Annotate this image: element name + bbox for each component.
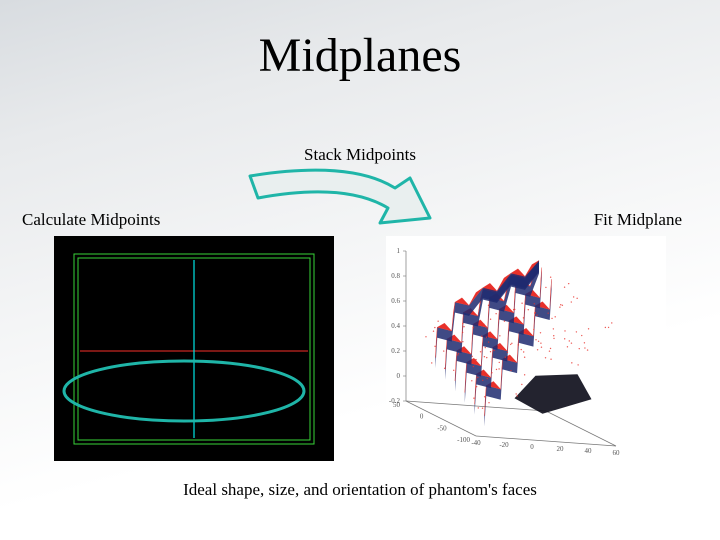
figure-calculate-midpoints (54, 236, 334, 461)
label-calculate-midpoints: Calculate Midpoints (22, 210, 160, 230)
svg-text:-20: -20 (499, 441, 509, 449)
svg-text:1: 1 (397, 247, 401, 255)
svg-text:0.4: 0.4 (391, 322, 400, 330)
svg-text:0: 0 (530, 443, 534, 451)
svg-text:-100: -100 (457, 436, 470, 444)
svg-text:0.8: 0.8 (391, 272, 400, 280)
svg-text:40: 40 (585, 447, 593, 455)
svg-text:0: 0 (420, 413, 424, 421)
svg-text:0.6: 0.6 (391, 297, 400, 305)
slide-title: Midplanes (0, 28, 720, 83)
svg-text:60: 60 (613, 449, 621, 457)
svg-text:50: 50 (393, 401, 401, 409)
svg-text:-40: -40 (471, 439, 481, 447)
slide: Midplanes Stack Midpoints Calculate Midp… (0, 0, 720, 540)
svg-text:0: 0 (397, 372, 401, 380)
figure-fit-midplane: -0.200.20.40.60.81-40-200204060-100-5005… (386, 236, 666, 461)
svg-text:20: 20 (557, 445, 565, 453)
svg-text:0.2: 0.2 (391, 347, 400, 355)
svg-text:-50: -50 (437, 424, 447, 432)
label-stack-midpoints: Stack Midpoints (0, 145, 720, 165)
label-fit-midplane: Fit Midplane (594, 210, 682, 230)
caption: Ideal shape, size, and orientation of ph… (0, 480, 720, 500)
